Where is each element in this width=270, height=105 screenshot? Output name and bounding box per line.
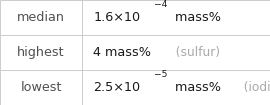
Text: −5: −5 — [154, 70, 167, 79]
Text: median: median — [17, 11, 65, 24]
Text: 4 mass%: 4 mass% — [93, 46, 151, 59]
Text: (iodine): (iodine) — [236, 81, 270, 94]
Text: −4: −4 — [154, 0, 167, 9]
Text: (sulfur): (sulfur) — [168, 46, 220, 59]
Text: 1.6×10: 1.6×10 — [93, 11, 140, 24]
Text: lowest: lowest — [21, 81, 62, 94]
Text: 2.5×10: 2.5×10 — [93, 81, 140, 94]
Text: mass%: mass% — [171, 81, 221, 94]
Text: highest: highest — [17, 46, 65, 59]
Text: mass%: mass% — [171, 11, 221, 24]
